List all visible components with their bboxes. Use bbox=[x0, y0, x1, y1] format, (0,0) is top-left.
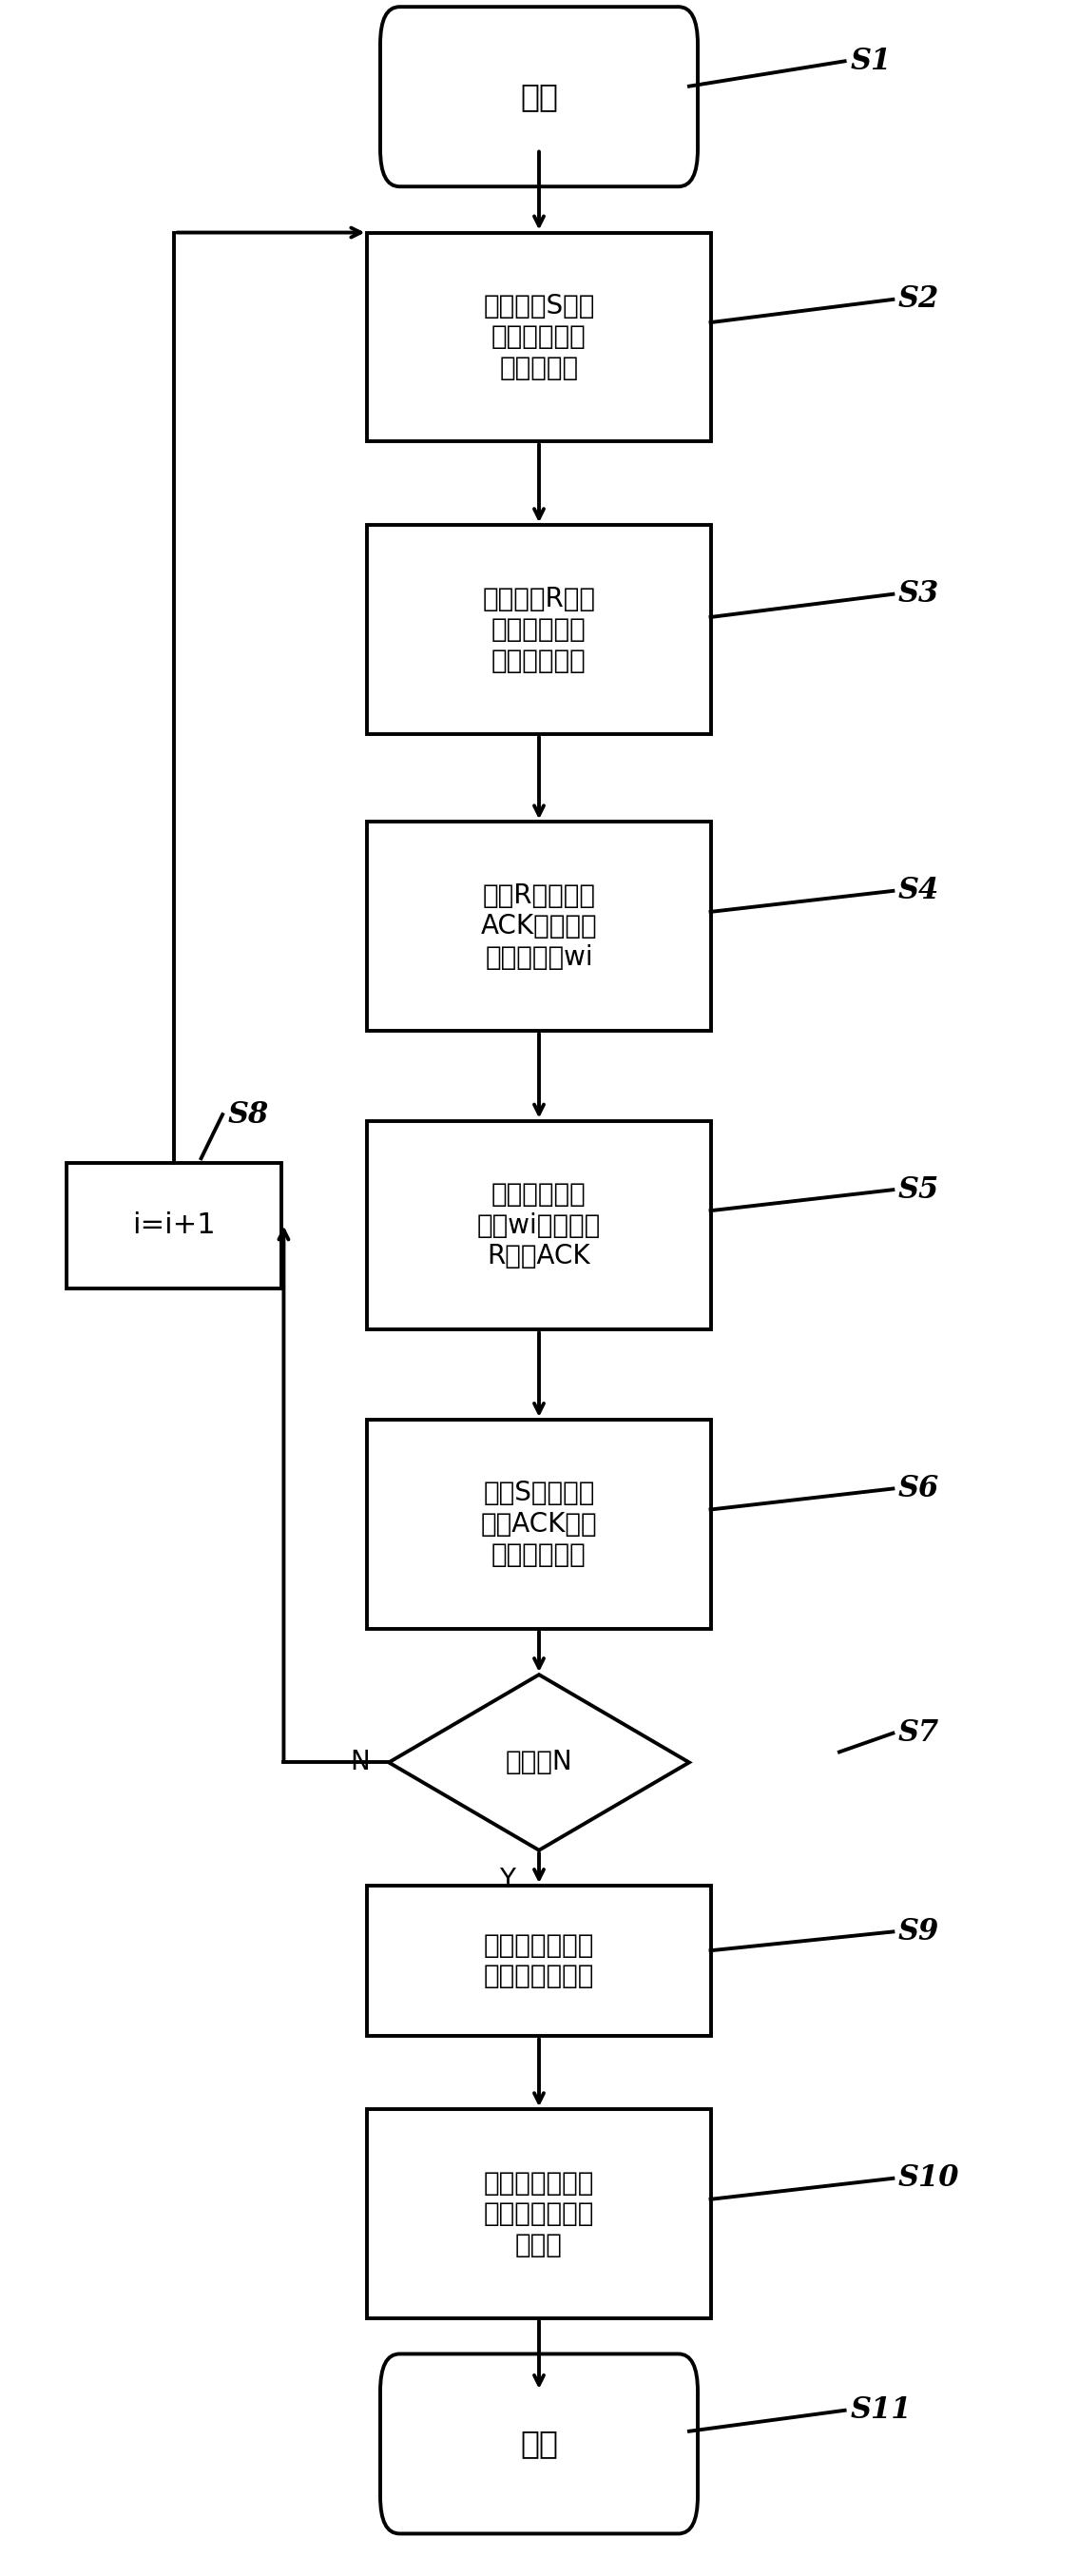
Text: 待同步节点利用
同步算法校正本
地时钟: 待同步节点利用 同步算法校正本 地时钟 bbox=[484, 2169, 594, 2259]
Bar bbox=[368, 232, 710, 440]
Bar bbox=[368, 822, 710, 1030]
Text: Y: Y bbox=[499, 1868, 515, 1893]
FancyBboxPatch shape bbox=[381, 2354, 697, 2535]
Text: N: N bbox=[349, 1749, 370, 1775]
FancyBboxPatch shape bbox=[381, 8, 697, 185]
Text: 周期为N: 周期为N bbox=[506, 1749, 572, 1775]
Text: S5: S5 bbox=[898, 1175, 939, 1206]
Text: S2: S2 bbox=[898, 286, 939, 314]
Text: S11: S11 bbox=[851, 2396, 911, 2424]
Bar bbox=[368, 1419, 710, 1628]
Text: 获得频率偏移、
固定时延估计量: 获得频率偏移、 固定时延估计量 bbox=[484, 1932, 594, 1989]
Text: 结束: 结束 bbox=[520, 2429, 558, 2460]
Bar bbox=[67, 1162, 281, 1288]
Text: i=i+1: i=i+1 bbox=[133, 1211, 216, 1239]
Text: 节点R计算返回
ACK的定时响
应时间间隔wi: 节点R计算返回 ACK的定时响 应时间间隔wi bbox=[481, 884, 597, 971]
Text: S7: S7 bbox=[898, 1718, 939, 1749]
Text: 节点S接收到返
回的ACK，并
记录接收时刻: 节点S接收到返 回的ACK，并 记录接收时刻 bbox=[481, 1481, 597, 1569]
Bar bbox=[368, 1886, 710, 2035]
Text: S8: S8 bbox=[227, 1100, 270, 1128]
Text: 开始: 开始 bbox=[520, 80, 558, 113]
Text: S3: S3 bbox=[898, 580, 939, 608]
Text: 发送节点S发送
数据包，并记
录发送时刻: 发送节点S发送 数据包，并记 录发送时刻 bbox=[483, 294, 595, 381]
Text: S4: S4 bbox=[898, 876, 939, 907]
Bar bbox=[368, 1121, 710, 1329]
Bar bbox=[368, 526, 710, 734]
Text: S1: S1 bbox=[851, 46, 892, 75]
Text: S6: S6 bbox=[898, 1473, 939, 1504]
Text: S10: S10 bbox=[898, 2164, 959, 2192]
Text: S9: S9 bbox=[898, 1917, 939, 1947]
Text: 间隔定时响应
时间wi后，节点
R返回ACK: 间隔定时响应 时间wi后，节点 R返回ACK bbox=[478, 1182, 600, 1270]
Text: 接收节点R接收
到数据包，并
记录接收时刻: 接收节点R接收 到数据包，并 记录接收时刻 bbox=[483, 585, 595, 675]
Polygon shape bbox=[389, 1674, 689, 1850]
Bar bbox=[368, 2110, 710, 2318]
